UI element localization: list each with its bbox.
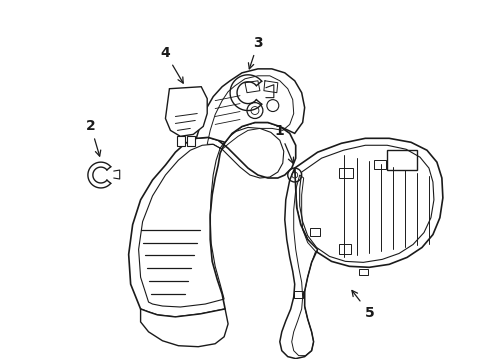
Bar [293,291,302,298]
Bar [309,228,319,235]
Polygon shape [294,138,442,267]
Bar [339,168,353,178]
Bar [177,136,185,146]
Text: 1: 1 [274,124,293,163]
Text: 2: 2 [86,120,101,156]
Bar [359,269,367,275]
Bar [187,136,195,146]
Polygon shape [128,122,295,317]
Bar [386,150,416,170]
Polygon shape [141,309,227,347]
Text: 5: 5 [351,291,373,320]
Bar [373,160,386,169]
Polygon shape [165,87,207,136]
Text: 4: 4 [160,46,183,83]
Text: 3: 3 [248,36,262,69]
Polygon shape [279,168,317,359]
Polygon shape [196,69,304,142]
Bar [339,244,351,255]
